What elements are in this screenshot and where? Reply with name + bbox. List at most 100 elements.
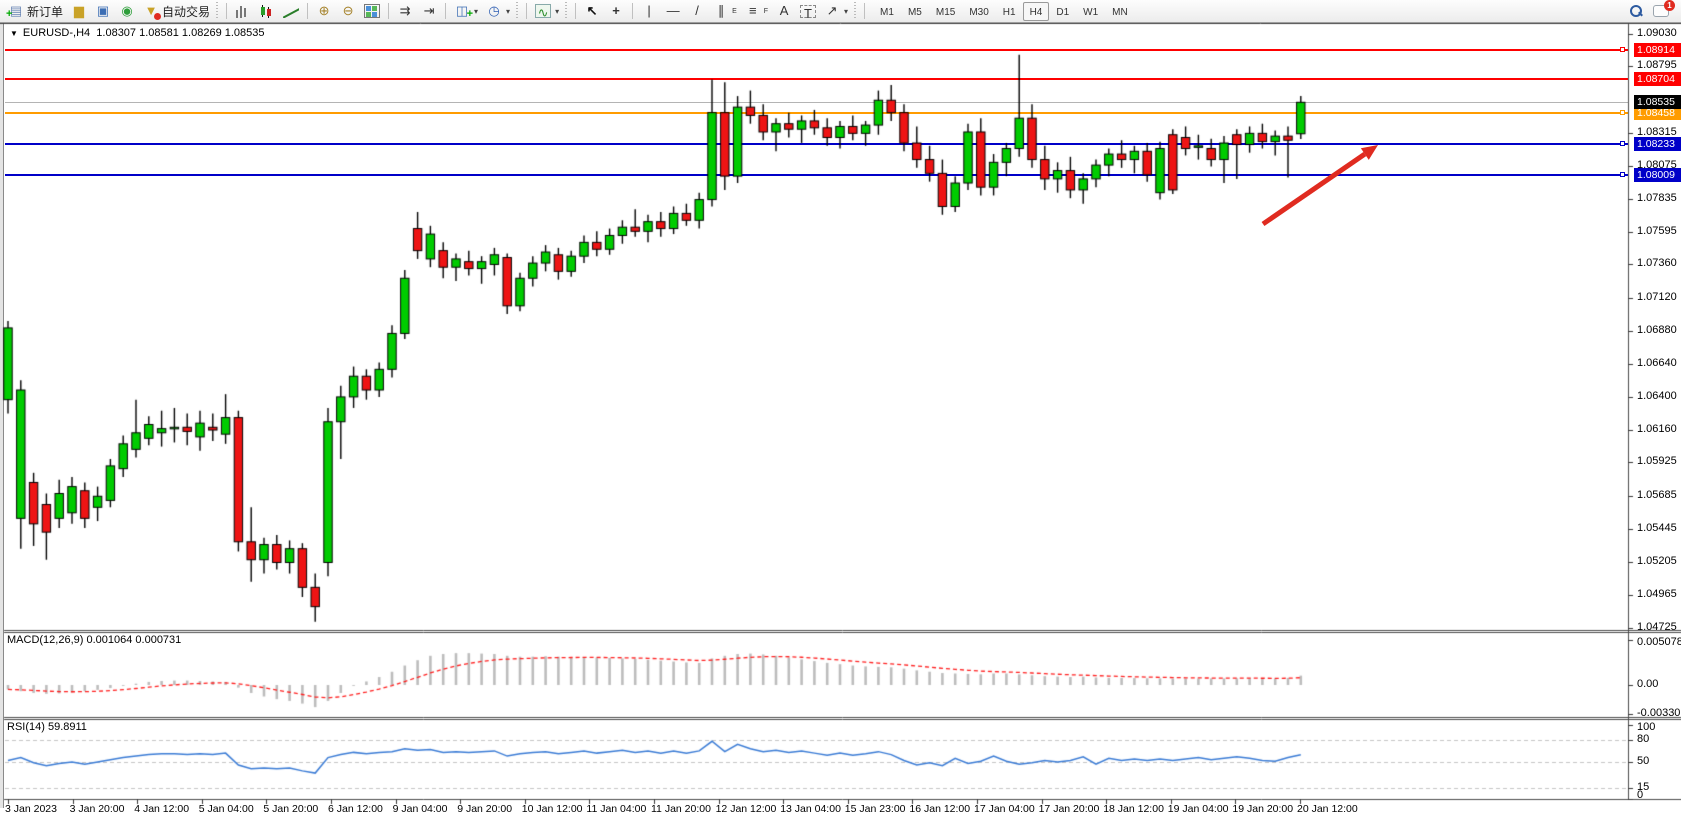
time-axis-label: 5 Jan 20:00	[263, 803, 319, 815]
timeframe-button-m30[interactable]: M30	[969, 6, 989, 18]
price-tick-label: 1.08315	[1637, 125, 1677, 138]
bar-chart-icon	[235, 4, 252, 18]
price-chart-canvas	[0, 23, 1681, 825]
text-button[interactable]: A	[772, 1, 796, 21]
time-axis-label: 16 Jan 12:00	[909, 803, 971, 815]
time-axis-label: 3 Jan 2023	[5, 803, 57, 815]
price-badge-1.08704: 1.08704	[1634, 71, 1681, 86]
zoom-out-button[interactable]: ⊖	[336, 1, 360, 21]
trendline-button[interactable]: /	[685, 1, 709, 21]
trendline-icon: /	[695, 3, 699, 18]
new-chart-button[interactable]: ◫ + ▾	[450, 1, 482, 21]
new-order-label: 新订单	[27, 4, 64, 19]
new-order-icon: ▤ +	[6, 3, 23, 20]
signals-button[interactable]: ◉	[115, 1, 139, 21]
fibonacci-icon: ≡	[748, 3, 757, 18]
line-chart-icon	[283, 4, 299, 18]
horizontal-line-button[interactable]: —	[661, 1, 685, 21]
crosshair-button[interactable]: +	[604, 1, 628, 21]
channel-icon: ∥	[717, 3, 725, 18]
indicators-button[interactable]: ∿ ▾	[531, 1, 563, 21]
chart-ohlc-label: 1.08307 1.08581 1.08269 1.08535	[96, 27, 265, 39]
chevron-down-icon: ▾	[506, 6, 511, 16]
vertical-line-button[interactable]: |	[637, 1, 661, 21]
timeframe-button-m1[interactable]: M1	[880, 6, 894, 18]
fibonacci-sub-label: F	[763, 7, 769, 15]
chart-symbol-label: EURUSD-,H4	[22, 27, 91, 39]
crosshair-icon: +	[612, 3, 620, 18]
toolbar: ▤ + 新订单 ▆ ▣ ◉ ▼ 自动交易 ⊕ ⊖ ⇉ ⇥	[0, 0, 1681, 23]
price-badge-1.08458: 1.08458	[1634, 105, 1681, 120]
line-chart-button[interactable]	[279, 1, 303, 21]
indicators-icon: ∿	[535, 4, 552, 20]
timeframe-button-d1[interactable]: D1	[1056, 6, 1070, 18]
trend-arrow-annotation[interactable]	[0, 23, 1681, 825]
auto-trading-button[interactable]: ▼ 自动交易	[139, 1, 214, 21]
timeframe-button-m5[interactable]: M5	[907, 6, 922, 18]
time-axis-label: 6 Jan 12:00	[328, 803, 383, 815]
new-chart-icon: ◫ +	[455, 3, 474, 20]
arrows-button[interactable]: ↗ ▾	[820, 1, 852, 21]
candlestick-chart-button[interactable]	[255, 1, 279, 21]
price-tick-label: 1.05925	[1637, 455, 1677, 468]
arrows-icon: ↗	[826, 3, 838, 18]
timeframe-button-w1[interactable]: W1	[1083, 6, 1099, 18]
timeframe-button-mn[interactable]: MN	[1112, 6, 1128, 18]
funnel-icon: ▼	[143, 3, 162, 20]
equidistant-channel-button[interactable]: ∥ E	[709, 1, 741, 21]
time-axis-label: 17 Jan 20:00	[1038, 803, 1100, 815]
macd-tick-label: 0.005078	[1637, 636, 1681, 648]
time-axis-label: 15 Jan 23:00	[844, 803, 906, 815]
chart-title-row: ▼ EURUSD-,H4 1.08307 1.08581 1.08269 1.08…	[10, 27, 265, 39]
auto-trading-label: 自动交易	[162, 4, 211, 19]
text-label-button[interactable]: T	[796, 1, 820, 21]
time-axis-label: 3 Jan 20:00	[69, 803, 125, 815]
price-tick-label: 1.08795	[1637, 59, 1677, 72]
chevron-down-icon: ▾	[555, 6, 560, 16]
text-label-icon: T	[800, 4, 817, 21]
tile-windows-button[interactable]	[360, 1, 384, 21]
search-icon[interactable]	[1629, 4, 1643, 18]
terminal-icon: ▣	[96, 3, 110, 18]
time-axis-label: 13 Jan 04:00	[780, 803, 841, 815]
notifications-icon[interactable]: 1	[1653, 0, 1675, 17]
price-tick-label: 1.09030	[1637, 27, 1677, 39]
market-watch-button[interactable]: ▆	[67, 1, 91, 21]
zoom-in-button[interactable]: ⊕	[312, 1, 336, 21]
macd-tick-label: 0.00	[1637, 678, 1659, 690]
bar-chart-button[interactable]	[231, 1, 255, 21]
time-axis-label: 19 Jan 04:00	[1167, 803, 1229, 815]
price-tick-label: 1.06160	[1637, 423, 1677, 436]
box-icon: ▆	[74, 3, 85, 18]
chart-profiles-button[interactable]: ◷ ▾	[482, 1, 514, 21]
timeframe-button-h1[interactable]: H1	[1002, 6, 1016, 18]
price-tick-label: 1.04965	[1637, 587, 1677, 600]
time-axis-label: 9 Jan 04:00	[392, 803, 448, 815]
cursor-button[interactable]: ↖	[580, 1, 604, 21]
rsi-tick-label: 100	[1637, 721, 1656, 733]
candlestick-icon	[259, 4, 276, 18]
zoom-out-icon: ⊖	[342, 3, 354, 18]
price-badge-1.08009: 1.08009	[1634, 167, 1681, 182]
tile-windows-icon	[364, 4, 381, 18]
channel-sub-label: E	[732, 7, 737, 15]
time-axis-label: 11 Jan 20:00	[651, 803, 711, 815]
chart-shift-button[interactable]: ⇥	[417, 1, 441, 21]
price-tick-label: 1.07835	[1637, 191, 1677, 204]
price-badge-1.08914: 1.08914	[1634, 43, 1681, 57]
fibonacci-button[interactable]: ≡ F	[741, 1, 772, 21]
clock-icon: ◷	[488, 3, 500, 18]
macd-indicator-label: MACD(12,26,9) 0.001064 0.000731	[7, 634, 182, 646]
chevron-down-icon: ▾	[844, 6, 849, 16]
time-axis-label: 18 Jan 12:00	[1103, 803, 1164, 815]
timeframe-button-m15[interactable]: M15	[935, 6, 956, 18]
auto-scroll-button[interactable]: ⇉	[393, 1, 417, 21]
price-badge-1.08233: 1.08233	[1634, 136, 1681, 151]
timeframe-button-h4[interactable]: H4	[1022, 1, 1050, 21]
price-tick-label: 1.08075	[1637, 158, 1677, 171]
timeframe-toolbar: M1 M5 M15 M30 H1 H4 D1 W1 MN	[873, 1, 1135, 21]
symbol-dropdown-icon[interactable]: ▼	[10, 29, 18, 38]
new-order-button[interactable]: ▤ + 新订单	[4, 1, 67, 21]
terminal-button[interactable]: ▣	[91, 1, 115, 21]
